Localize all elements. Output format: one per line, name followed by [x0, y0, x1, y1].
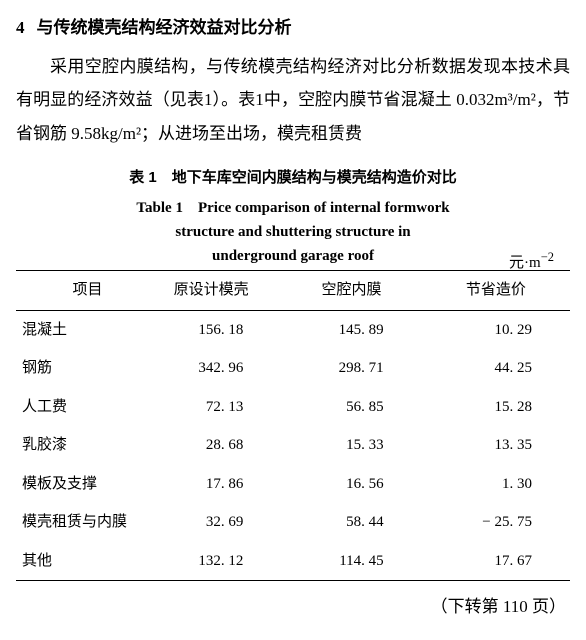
table-row: 乳胶漆28. 6815. 3313. 35 — [16, 426, 570, 465]
table-row: 模板及支撑17. 8616. 561. 30 — [16, 465, 570, 504]
table-cell: 13. 35 — [422, 426, 570, 465]
table-cell: 298. 71 — [281, 349, 421, 388]
th-0: 项目 — [16, 271, 141, 311]
table-cell: 10. 29 — [422, 310, 570, 349]
table-title-cn: 表 1 地下车库空间内膜结构与模壳结构造价对比 — [16, 164, 570, 193]
th-1: 原设计模壳 — [141, 271, 281, 311]
unit-exp: −2 — [541, 250, 554, 264]
table-cell: 145. 89 — [281, 310, 421, 349]
table-cell: 17. 86 — [141, 465, 281, 504]
table-unit: 元·m−2 — [509, 246, 554, 278]
table-cell: − 25. 75 — [422, 503, 570, 542]
table-cell: 模壳租赁与内膜 — [16, 503, 141, 542]
table-row: 其他132. 12114. 4517. 67 — [16, 542, 570, 581]
table-cell: 114. 45 — [281, 542, 421, 581]
table-cell: 1. 30 — [422, 465, 570, 504]
page-reference: （下转第 110 页） — [16, 591, 570, 623]
table-cell: 乳胶漆 — [16, 426, 141, 465]
th-2: 空腔内膜 — [281, 271, 421, 311]
table-cell: 156. 18 — [141, 310, 281, 349]
table-cell: 其他 — [16, 542, 141, 581]
table-cell: 44. 25 — [422, 349, 570, 388]
table-title-en-3: underground garage roof — [16, 244, 570, 268]
section-heading: 4 与传统模壳结构经济效益对比分析 — [16, 12, 570, 44]
table-row: 人工费72. 1356. 8515. 28 — [16, 388, 570, 427]
table-cell: 钢筋 — [16, 349, 141, 388]
table-cell: 342. 96 — [141, 349, 281, 388]
table-cell: 模板及支撑 — [16, 465, 141, 504]
table-cell: 混凝土 — [16, 310, 141, 349]
table-header-row: 项目 原设计模壳 空腔内膜 节省造价 — [16, 271, 570, 311]
table-cell: 58. 44 — [281, 503, 421, 542]
table-cell: 16. 56 — [281, 465, 421, 504]
body-paragraph: 采用空腔内膜结构，与传统模壳结构经济对比分析数据发现本技术具有明显的经济效益（见… — [16, 50, 570, 149]
table-cell: 132. 12 — [141, 542, 281, 581]
table-body: 混凝土156. 18145. 8910. 29钢筋342. 96298. 714… — [16, 310, 570, 581]
unit-cn: 元·m — [509, 255, 541, 271]
table-title-en-1: Table 1 Price comparison of internal for… — [16, 196, 570, 220]
section-title: 与传统模壳结构经济效益对比分析 — [37, 18, 292, 37]
table-row: 混凝土156. 18145. 8910. 29 — [16, 310, 570, 349]
table-cell: 人工费 — [16, 388, 141, 427]
table-row: 模壳租赁与内膜32. 6958. 44− 25. 75 — [16, 503, 570, 542]
table-cell: 56. 85 — [281, 388, 421, 427]
table-cell: 15. 33 — [281, 426, 421, 465]
table-title-en-2: structure and shuttering structure in — [16, 220, 570, 244]
table-cell: 72. 13 — [141, 388, 281, 427]
comparison-table: 项目 原设计模壳 空腔内膜 节省造价 混凝土156. 18145. 8910. … — [16, 270, 570, 581]
table-cell: 15. 28 — [422, 388, 570, 427]
table-cell: 32. 69 — [141, 503, 281, 542]
table-row: 钢筋342. 96298. 7144. 25 — [16, 349, 570, 388]
table-wrap: 元·m−2 项目 原设计模壳 空腔内膜 节省造价 混凝土156. 18145. … — [16, 270, 570, 581]
section-number: 4 — [16, 18, 25, 37]
table-cell: 28. 68 — [141, 426, 281, 465]
table-cell: 17. 67 — [422, 542, 570, 581]
